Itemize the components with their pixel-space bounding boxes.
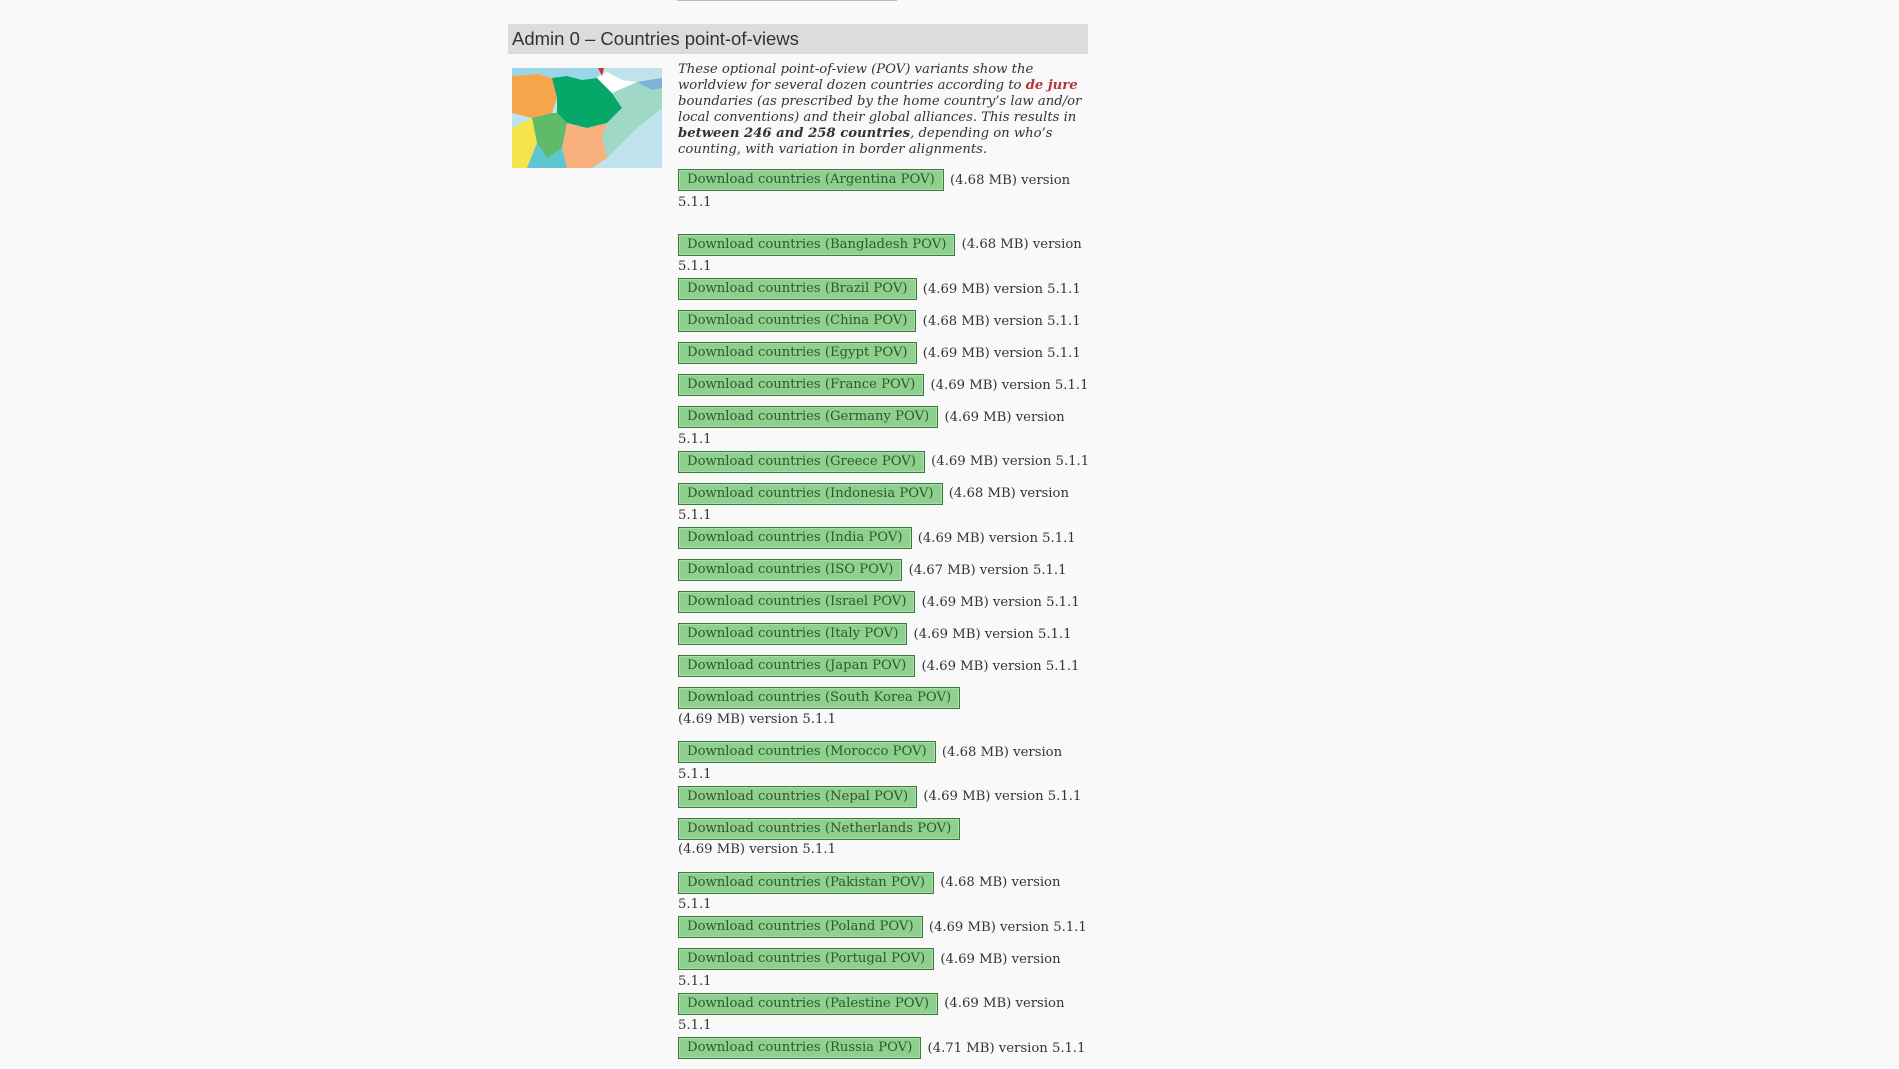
download-button-portugal[interactable]: Download countries (Portugal POV): [678, 948, 935, 970]
download-button-france[interactable]: Download countries (France POV): [678, 374, 925, 396]
download-button-russia[interactable]: Download countries (Russia POV): [678, 1037, 922, 1059]
download-row: Download countries (Netherlands POV) (4.6…: [678, 817, 1098, 872]
download-row: Download countries (Japan POV) (4.69 MB)…: [678, 655, 1098, 687]
download-meta: (4.69 MB) version 5.1.1: [922, 281, 1081, 297]
download-button-pakistan[interactable]: Download countries (Pakistan POV): [678, 871, 935, 894]
download-button-japan[interactable]: Download countries (Japan POV): [678, 655, 916, 677]
download-button-china[interactable]: Download countries (China POV): [678, 310, 917, 332]
download-button-south-korea[interactable]: Download countries (South Korea POV): [678, 687, 961, 709]
desc-bold-count: between 246 and 258 countries: [678, 126, 911, 141]
countries-pov-section: Admin 0 – Countries point-of-views These…: [508, 24, 1089, 1059]
download-meta: (4.69 MB) version 5.1.1: [678, 842, 836, 857]
download-meta: (4.68 MB) version 5.1.1: [678, 744, 1063, 782]
map-thumbnail-image: [512, 68, 662, 168]
download-row: Download countries (Indonesia POV) (4.68…: [678, 482, 1098, 528]
download-row: Download countries (Germany POV) (4.69 M…: [678, 406, 1098, 451]
download-row: Download countries (Israel POV) (4.69 MB…: [678, 591, 1098, 623]
download-row: Download countries (Egypt POV) (4.69 MB)…: [678, 342, 1098, 374]
download-button-argentina[interactable]: Download countries (Argentina POV): [678, 169, 944, 191]
download-meta: (4.69 MB) version 5.1.1: [921, 658, 1080, 674]
download-button-iso[interactable]: Download countries (ISO POV): [678, 559, 903, 581]
download-meta: (4.69 MB) version 5.1.1: [678, 711, 836, 727]
top-divider: [677, 0, 897, 1]
download-row: Download countries (Palestine POV) (4.69…: [678, 992, 1098, 1038]
download-button-indonesia[interactable]: Download countries (Indonesia POV): [678, 482, 943, 505]
download-row: Download countries (Greece POV) (4.69 MB…: [678, 450, 1098, 483]
download-meta: (4.69 MB) version 5.1.1: [930, 377, 1089, 393]
download-button-greece[interactable]: Download countries (Greece POV): [678, 450, 925, 473]
desc-text-1: These optional point-of-view (POV) varia…: [678, 62, 1034, 93]
download-meta: (4.68 MB) version 5.1.1: [678, 875, 1061, 912]
download-row: Download countries (Portugal POV) (4.69 …: [678, 948, 1098, 993]
download-meta: (4.68 MB) version 5.1.1: [678, 486, 1069, 523]
download-row: Download countries (Brazil POV) (4.69 MB…: [678, 278, 1098, 310]
desc-text-2: boundaries (as prescribed by the home co…: [678, 94, 1082, 125]
download-meta: (4.69 MB) version 5.1.1: [678, 409, 1065, 447]
download-row: Download countries (South Korea POV) (4.6…: [678, 687, 1098, 741]
download-button-bangladesh[interactable]: Download countries (Bangladesh POV): [678, 233, 956, 256]
pov-map-thumbnail[interactable]: [512, 68, 662, 168]
download-list: Download countries (Argentina POV) (4.68…: [678, 169, 1098, 1069]
download-meta: (4.69 MB) version 5.1.1: [931, 454, 1090, 469]
download-meta: (4.69 MB) version 5.1.1: [917, 530, 1076, 546]
download-row: Download countries (India POV) (4.69 MB)…: [678, 527, 1098, 559]
download-button-poland[interactable]: Download countries (Poland POV): [678, 916, 923, 938]
download-row: Download countries (Bangladesh POV) (4.6…: [678, 233, 1098, 279]
download-row: Download countries (Morocco POV) (4.68 M…: [678, 741, 1098, 786]
download-meta: (4.68 MB) version 5.1.1: [922, 313, 1081, 329]
download-row: Download countries (Russia POV) (4.71 MB…: [678, 1037, 1098, 1069]
download-meta: (4.67 MB) version 5.1.1: [908, 562, 1067, 578]
download-meta: (4.71 MB) version 5.1.1: [927, 1040, 1086, 1056]
download-meta: (4.69 MB) version 5.1.1: [923, 789, 1082, 804]
download-meta: (4.68 MB) version 5.1.1: [678, 172, 1071, 210]
download-row: Download countries (Poland POV) (4.69 MB…: [678, 916, 1098, 948]
download-row: Download countries (Italy POV) (4.69 MB)…: [678, 623, 1098, 655]
download-button-egypt[interactable]: Download countries (Egypt POV): [678, 342, 917, 364]
download-row: Download countries (ISO POV) (4.67 MB) v…: [678, 559, 1098, 591]
download-button-india[interactable]: Download countries (India POV): [678, 527, 912, 549]
download-row: Download countries (Argentina POV) (4.68…: [678, 169, 1098, 214]
desc-text-3: , depending on who’s counting, with vari…: [678, 126, 1053, 157]
download-button-italy[interactable]: Download countries (Italy POV): [678, 623, 908, 645]
download-button-morocco[interactable]: Download countries (Morocco POV): [678, 741, 936, 763]
download-row: Download countries (France POV) (4.69 MB…: [678, 374, 1098, 406]
download-meta: (4.68 MB) version 5.1.1: [678, 237, 1082, 274]
download-button-nepal[interactable]: Download countries (Nepal POV): [678, 785, 918, 808]
download-meta: (4.69 MB) version 5.1.1: [922, 345, 1081, 361]
download-row: Download countries (Pakistan POV) (4.68 …: [678, 871, 1098, 917]
download-meta: (4.69 MB) version 5.1.1: [913, 626, 1072, 642]
download-meta: (4.69 MB) version 5.1.1: [928, 919, 1087, 935]
de-jure-link[interactable]: de jure: [1025, 78, 1078, 93]
download-button-germany[interactable]: Download countries (Germany POV): [678, 406, 939, 428]
download-button-netherlands[interactable]: Download countries (Netherlands POV): [678, 817, 961, 840]
download-row: Download countries (Nepal POV) (4.69 MB)…: [678, 785, 1098, 818]
download-row: Download countries (China POV) (4.68 MB)…: [678, 310, 1098, 342]
section-title: Admin 0 – Countries point-of-views: [508, 24, 1088, 54]
download-meta: (4.69 MB) version 5.1.1: [921, 594, 1080, 610]
download-button-israel[interactable]: Download countries (Israel POV): [678, 591, 916, 613]
download-button-brazil[interactable]: Download countries (Brazil POV): [678, 278, 917, 300]
pov-description: These optional point-of-view (POV) varia…: [678, 62, 1088, 158]
download-button-palestine[interactable]: Download countries (Palestine POV): [678, 992, 939, 1015]
